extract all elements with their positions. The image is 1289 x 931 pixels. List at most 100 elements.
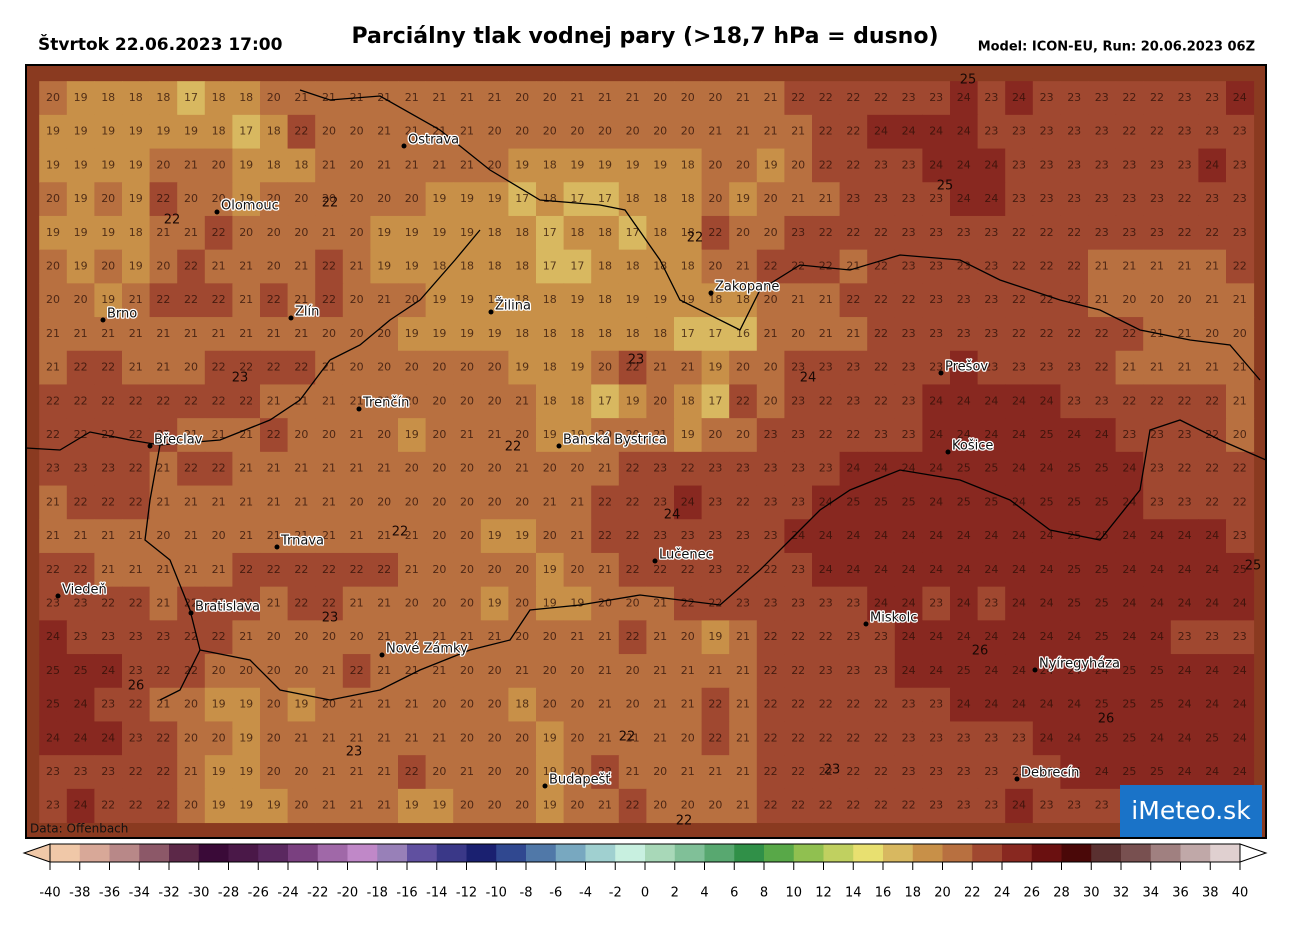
grid-cell xyxy=(950,687,979,722)
grid-cell xyxy=(1170,350,1199,385)
grid-value: 22 xyxy=(819,731,833,744)
grid-value: 23 xyxy=(984,327,998,340)
grid-cell xyxy=(591,182,620,217)
grid-value: 22 xyxy=(708,731,722,744)
grid-value: 21 xyxy=(74,529,88,542)
grid-value: 21 xyxy=(626,91,640,104)
grid-value: 21 xyxy=(377,91,391,104)
grid-value: 24 xyxy=(1178,563,1192,576)
grid-value: 21 xyxy=(1205,361,1219,374)
grid-cell xyxy=(39,451,68,487)
grid-cell xyxy=(839,81,868,116)
grid-cell xyxy=(784,350,813,385)
grid-value: 24 xyxy=(957,91,971,104)
grid-value: 21 xyxy=(405,698,419,711)
grid-cell xyxy=(1088,687,1117,722)
grid-value: 23 xyxy=(1067,125,1081,138)
grid-cell xyxy=(453,586,482,621)
grid-value: 22 xyxy=(846,91,860,104)
colorbar-bin xyxy=(50,844,81,862)
grid-value: 23 xyxy=(791,597,805,610)
grid-value: 21 xyxy=(432,630,446,643)
grid-value: 20 xyxy=(681,630,695,643)
grid-value: 21 xyxy=(156,495,170,508)
grid-cell xyxy=(756,148,785,183)
grid-value: 25 xyxy=(1122,698,1136,711)
grid-cell xyxy=(784,81,813,116)
grid-value: 23 xyxy=(929,698,943,711)
grid-cell xyxy=(480,586,509,621)
grid-cell xyxy=(646,755,675,790)
grid-value: 23 xyxy=(1067,361,1081,374)
grid-cell xyxy=(480,114,509,150)
grid-value: 21 xyxy=(377,664,391,677)
grid-value: 21 xyxy=(267,529,281,542)
grid-value: 24 xyxy=(1012,597,1026,610)
grid-cell xyxy=(1088,148,1117,183)
grid-cell xyxy=(591,418,620,453)
grid-value: 22 xyxy=(791,799,805,812)
grid-value: 21 xyxy=(129,327,143,340)
grid-cell xyxy=(646,788,675,824)
grid-cell xyxy=(177,182,206,217)
grid-value: 19 xyxy=(515,529,529,542)
grid-value: 20 xyxy=(350,158,364,171)
grid-value: 19 xyxy=(543,731,557,744)
grid-value: 22 xyxy=(294,125,308,138)
grid-cell xyxy=(1170,182,1199,217)
grid-cell xyxy=(342,283,371,318)
grid-cell xyxy=(563,620,592,655)
grid-value: 19 xyxy=(432,226,446,239)
grid-value: 17 xyxy=(708,327,722,340)
grid-cell xyxy=(977,552,1006,588)
colorbar-bin xyxy=(407,844,438,862)
grid-value: 23 xyxy=(902,765,916,778)
grid-value: 22 xyxy=(1122,91,1136,104)
grid-cell xyxy=(342,586,371,621)
grid-cell xyxy=(149,721,178,756)
colorbar-bin xyxy=(883,844,914,862)
grid-cell xyxy=(1060,317,1089,352)
grid-value: 20 xyxy=(267,630,281,643)
grid-value: 18 xyxy=(543,394,557,407)
colorbar-tick-label: -18 xyxy=(367,886,388,901)
grid-value: 23 xyxy=(129,731,143,744)
grid-value: 19 xyxy=(239,799,253,812)
grid-value: 24 xyxy=(929,664,943,677)
grid-value: 21 xyxy=(184,765,198,778)
grid-value: 21 xyxy=(1150,361,1164,374)
grid-value: 22 xyxy=(322,597,336,610)
grid-value: 19 xyxy=(129,192,143,205)
grid-cell xyxy=(729,654,758,689)
grid-value: 22 xyxy=(819,765,833,778)
grid-value: 22 xyxy=(874,293,888,306)
grid-value: 22 xyxy=(1178,394,1192,407)
grid-value: 20 xyxy=(405,462,419,475)
grid-cell xyxy=(425,721,454,756)
grid-value: 19 xyxy=(74,260,88,273)
grid-cell xyxy=(425,81,454,116)
contour-label: 26 xyxy=(972,644,989,659)
grid-value: 18 xyxy=(598,260,612,273)
logo: iMeteo.sk xyxy=(1131,796,1251,825)
grid-value: 24 xyxy=(1150,529,1164,542)
grid-cell xyxy=(39,485,68,520)
grid-value: 24 xyxy=(681,495,695,508)
grid-cell xyxy=(950,418,979,453)
grid-cell xyxy=(1115,451,1144,487)
grid-cell xyxy=(729,687,758,722)
grid-value: 20 xyxy=(1150,293,1164,306)
grid-cell xyxy=(1032,755,1061,790)
grid-value: 20 xyxy=(156,529,170,542)
grid-value: 19 xyxy=(543,799,557,812)
grid-value: 20 xyxy=(488,462,502,475)
grid-cell xyxy=(618,249,647,284)
grid-cell xyxy=(94,687,123,722)
grid-value: 21 xyxy=(681,664,695,677)
grid-value: 20 xyxy=(322,125,336,138)
grid-cell xyxy=(646,620,675,655)
grid-value: 21 xyxy=(267,462,281,475)
grid-cell xyxy=(260,317,289,352)
grid-value: 21 xyxy=(294,731,308,744)
grid-value: 22 xyxy=(74,563,88,576)
